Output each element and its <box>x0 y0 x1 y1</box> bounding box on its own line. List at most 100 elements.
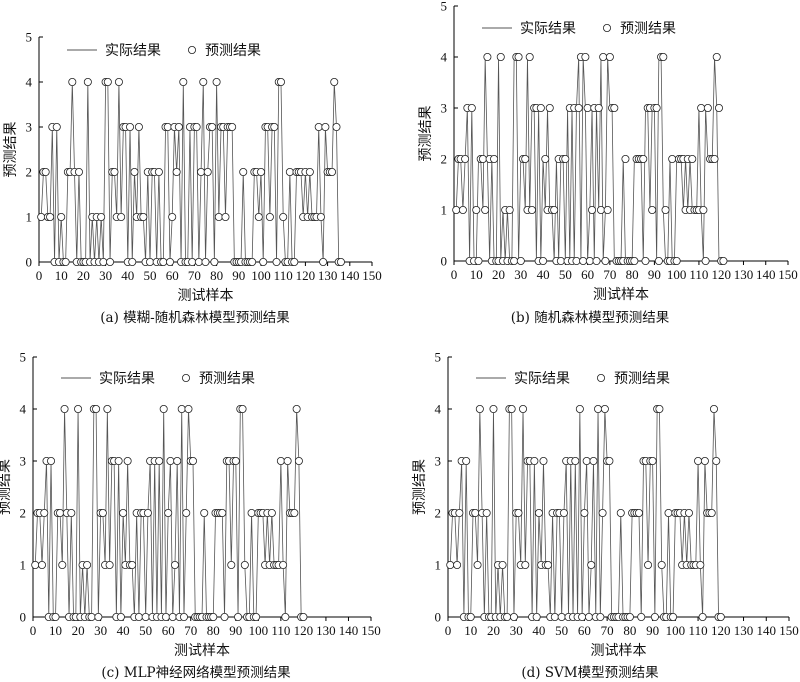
y-tick-label: 3 <box>441 101 448 116</box>
predicted-point <box>328 167 337 176</box>
predicted-point <box>203 167 212 176</box>
predicted-point <box>541 154 550 163</box>
predicted-point <box>581 53 590 62</box>
predicted-point <box>114 78 123 87</box>
predicted-point <box>509 613 518 622</box>
predicted-point <box>38 561 47 570</box>
predicted-point <box>550 613 559 622</box>
predicted-point <box>197 167 206 176</box>
x-tick-label: 0 <box>445 623 452 638</box>
x-tick-label: 0 <box>451 267 458 282</box>
predicted-point <box>462 456 471 465</box>
predicted-point <box>710 154 719 163</box>
x-tick-label: 20 <box>487 623 500 638</box>
predicted-point <box>172 167 181 176</box>
y-tick-label: 2 <box>20 506 27 521</box>
predicted-point <box>74 404 83 413</box>
predicted-point <box>210 257 219 266</box>
predicted-point <box>290 257 299 266</box>
predicted-point <box>605 456 614 465</box>
y-tick-label: 0 <box>435 610 442 625</box>
predicted-point <box>305 167 314 176</box>
predicted-point <box>276 78 285 87</box>
predicted-point <box>703 104 712 113</box>
predicted-point <box>580 508 589 517</box>
predicted-point <box>600 404 609 413</box>
predicted-point <box>514 53 523 62</box>
predicted-point <box>481 205 490 214</box>
predicted-point <box>41 167 50 176</box>
predicted-point <box>159 404 168 413</box>
predicted-point <box>475 404 484 413</box>
predicted-point <box>478 154 487 163</box>
predicted-point <box>61 257 70 266</box>
predicted-point <box>276 456 285 465</box>
predicted-point <box>188 257 197 266</box>
predicted-point <box>83 78 92 87</box>
x-tick-label: 70 <box>188 268 201 283</box>
predicted-point <box>134 123 143 132</box>
predicted-point <box>279 561 288 570</box>
predicted-point <box>227 561 236 570</box>
x-tick-label: 80 <box>210 268 223 283</box>
legend-label-actual: 实际结果 <box>105 43 161 59</box>
predicted-point <box>231 456 240 465</box>
panel-caption: (c) MLP神经网络模型预测结果 <box>101 665 291 681</box>
x-tick-label: 0 <box>30 623 37 638</box>
y-tick-label: 2 <box>26 165 33 180</box>
predicted-point <box>279 212 288 221</box>
chart-panel-0: 0 10 20 30 40 50 60 70 80 90 100 110 120 130 140 150 0 1 2… <box>3 30 382 327</box>
predicted-point <box>712 456 721 465</box>
predicted-point <box>208 123 217 132</box>
x-tick-label: 50 <box>559 267 572 282</box>
predicted-point <box>143 508 152 517</box>
y-tick-label: 1 <box>20 558 27 573</box>
predicted-point <box>452 205 461 214</box>
predicted-point <box>610 104 619 113</box>
predicted-point <box>684 508 693 517</box>
x-tick-label: 110 <box>271 623 290 638</box>
predicted-point <box>657 561 666 570</box>
predicted-point <box>521 154 530 163</box>
predicted-point <box>321 123 330 132</box>
predicted-point <box>281 613 290 622</box>
y-axis-label: 预测结果 <box>418 106 434 162</box>
x-tick-label: 40 <box>537 267 550 282</box>
predicted-point <box>625 613 634 622</box>
x-tick-label: 50 <box>139 623 152 638</box>
predicted-point <box>218 508 227 517</box>
predicted-point <box>46 212 55 221</box>
predicted-point <box>294 456 303 465</box>
predicted-point <box>199 78 208 87</box>
x-axis-label: 测试样本 <box>174 643 230 659</box>
predicted-point <box>503 613 512 622</box>
chart-panel-2: 0 10 20 30 40 50 60 70 80 90 100 110 120 130 140 150 0 1 2… <box>0 350 381 682</box>
predicted-point <box>696 561 705 570</box>
predicted-point <box>659 53 668 62</box>
predicted-point <box>716 613 725 622</box>
predicted-point <box>483 53 492 62</box>
predicted-point <box>668 154 677 163</box>
predicted-point <box>248 257 257 266</box>
y-tick-label: 2 <box>435 506 442 521</box>
predicted-point <box>652 104 661 113</box>
x-tick-label: 30 <box>99 268 112 283</box>
predicted-point <box>179 78 188 87</box>
predicted-point <box>103 404 112 413</box>
x-tick-label: 10 <box>55 268 68 283</box>
predicted-point <box>672 256 681 265</box>
predicted-point <box>650 613 659 622</box>
predicted-point <box>530 456 539 465</box>
predicted-point <box>473 561 482 570</box>
predicted-point <box>134 613 143 622</box>
x-tick-label: 50 <box>144 268 157 283</box>
predicted-point <box>31 561 40 570</box>
predicted-point <box>453 561 462 570</box>
x-tick-label: 130 <box>316 623 336 638</box>
predicted-point <box>514 508 523 517</box>
predicted-point <box>123 456 132 465</box>
x-tick-label: 90 <box>229 623 242 638</box>
predicted-point <box>697 104 706 113</box>
x-tick-label: 80 <box>626 267 639 282</box>
